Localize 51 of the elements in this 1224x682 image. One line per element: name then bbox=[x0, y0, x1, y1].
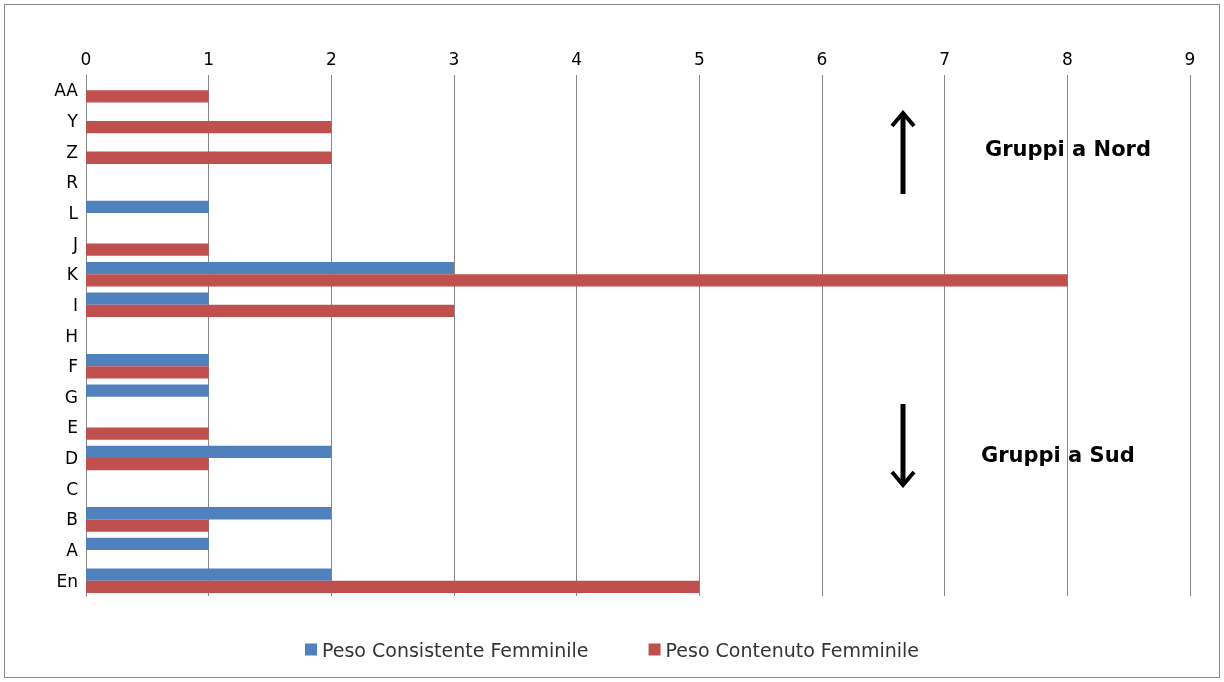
y-tick-label: A bbox=[66, 540, 79, 561]
bar bbox=[86, 274, 1068, 287]
y-tick-label: B bbox=[66, 509, 78, 530]
bar bbox=[86, 90, 209, 103]
y-tick-label: AA bbox=[54, 80, 79, 101]
x-tick-label: 6 bbox=[816, 48, 828, 69]
bar bbox=[86, 304, 454, 318]
y-tick-label: D bbox=[64, 448, 78, 469]
y-tick-label: G bbox=[64, 386, 78, 407]
x-tick-label: 2 bbox=[325, 48, 337, 69]
bar bbox=[86, 568, 332, 581]
y-tick-label: F bbox=[68, 356, 78, 377]
bar bbox=[86, 151, 332, 164]
y-tick-label: Z bbox=[66, 141, 78, 162]
bar bbox=[86, 353, 209, 367]
y-tick-label: R bbox=[66, 172, 79, 193]
x-tick-label: 5 bbox=[693, 48, 705, 69]
bar bbox=[86, 243, 209, 256]
bar bbox=[86, 384, 209, 397]
y-tick-label: En bbox=[56, 570, 78, 591]
legend-label: Peso Consistente Femminile bbox=[321, 638, 589, 661]
annotation: Gruppi a Sud bbox=[981, 442, 1135, 467]
x-tick-label: 0 bbox=[80, 48, 92, 69]
y-tick-label: H bbox=[65, 325, 78, 346]
annotation: Gruppi a Nord bbox=[985, 136, 1151, 161]
x-tick-label: 3 bbox=[448, 48, 460, 69]
x-tick-label: 8 bbox=[1061, 48, 1073, 69]
bar bbox=[86, 507, 332, 520]
bar bbox=[86, 427, 209, 440]
y-tick-label: I bbox=[72, 294, 78, 315]
bar bbox=[86, 580, 700, 593]
bar bbox=[86, 292, 209, 305]
y-tick-label: Y bbox=[66, 110, 79, 131]
bar bbox=[86, 458, 209, 471]
y-tick-label: E bbox=[67, 417, 78, 438]
y-tick-label: L bbox=[68, 202, 79, 223]
bar bbox=[86, 261, 454, 275]
x-tick-label: 7 bbox=[939, 48, 951, 69]
x-tick-label: 9 bbox=[1184, 48, 1196, 69]
bar bbox=[86, 200, 209, 213]
bar bbox=[86, 366, 209, 379]
y-tick-label: J bbox=[71, 233, 78, 254]
x-tick-label: 4 bbox=[571, 48, 583, 69]
bar bbox=[86, 537, 209, 551]
y-tick-label: K bbox=[66, 264, 79, 285]
x-tick-label: 1 bbox=[203, 48, 215, 69]
legend-label: Peso Contenuto Femminile bbox=[665, 638, 920, 661]
bar bbox=[86, 445, 332, 459]
bar bbox=[86, 519, 209, 532]
y-tick-label: C bbox=[66, 478, 78, 499]
bar bbox=[86, 120, 332, 134]
